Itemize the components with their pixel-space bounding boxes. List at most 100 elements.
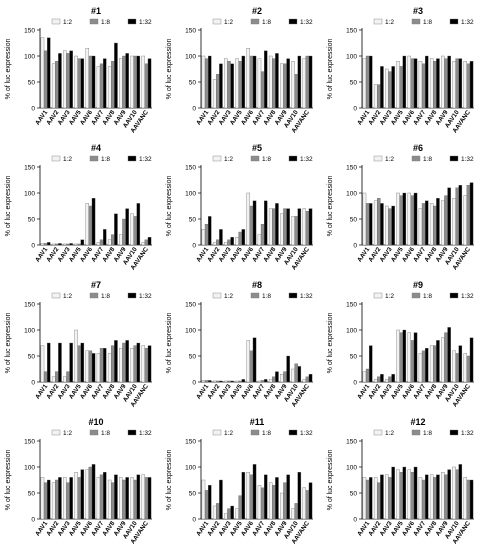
y-tick-label: 150 bbox=[346, 439, 357, 446]
legend-label: 1:8 bbox=[423, 156, 432, 163]
bar bbox=[114, 340, 118, 383]
bar bbox=[85, 469, 90, 520]
bar bbox=[458, 58, 463, 109]
bar bbox=[43, 243, 48, 246]
legend-label: 1:32 bbox=[461, 430, 474, 437]
bar bbox=[463, 477, 468, 520]
bar bbox=[227, 380, 231, 383]
bar bbox=[297, 472, 302, 520]
y-axis-label: % of luc expression bbox=[166, 313, 173, 374]
legend-label: 1:2 bbox=[385, 19, 394, 26]
bar bbox=[130, 348, 134, 383]
bar bbox=[80, 469, 85, 520]
chart-title: #8 bbox=[252, 280, 262, 290]
bar bbox=[294, 216, 298, 246]
bar bbox=[55, 243, 59, 246]
bar bbox=[88, 350, 93, 383]
legend-label: 1:2 bbox=[63, 293, 72, 300]
bar bbox=[396, 192, 400, 246]
bar bbox=[413, 192, 418, 246]
bar bbox=[291, 508, 295, 520]
bar bbox=[111, 234, 115, 246]
bar bbox=[391, 466, 395, 520]
bar bbox=[305, 55, 310, 109]
y-axis-label: % of luc expression bbox=[5, 176, 12, 237]
legend-label: 1:32 bbox=[461, 293, 474, 300]
bar bbox=[46, 242, 51, 246]
y-tick-label: 150 bbox=[24, 165, 35, 172]
bar bbox=[441, 55, 445, 109]
legend-label: 1:2 bbox=[224, 156, 233, 163]
y-tick-label: 100 bbox=[346, 191, 357, 198]
bar bbox=[133, 216, 137, 246]
bar bbox=[219, 63, 223, 109]
y-tick-label: 50 bbox=[189, 491, 197, 498]
y-tick-label: 150 bbox=[185, 165, 196, 172]
bar bbox=[111, 345, 115, 383]
bar bbox=[399, 195, 403, 246]
bar bbox=[418, 208, 423, 246]
bar bbox=[58, 53, 62, 109]
bar bbox=[441, 337, 445, 383]
bar bbox=[455, 353, 459, 383]
bar bbox=[365, 55, 370, 109]
legend-swatch bbox=[51, 429, 61, 436]
bar bbox=[69, 243, 73, 246]
bar bbox=[302, 208, 307, 246]
y-axis-label: % of luc expression bbox=[5, 450, 12, 511]
bar bbox=[305, 376, 310, 383]
bar bbox=[96, 353, 101, 383]
legend-swatch bbox=[51, 292, 61, 299]
bar bbox=[444, 58, 448, 109]
bar bbox=[365, 368, 370, 383]
legend-label: 1:8 bbox=[423, 19, 432, 26]
bar bbox=[58, 342, 62, 383]
bar bbox=[252, 464, 257, 520]
y-axis-label: % of luc expression bbox=[327, 313, 334, 374]
bar bbox=[230, 505, 234, 520]
legend-swatch bbox=[89, 292, 99, 299]
bar bbox=[362, 58, 367, 109]
legend-swatch bbox=[288, 155, 298, 162]
bar bbox=[144, 239, 149, 246]
bar bbox=[66, 243, 70, 246]
bar bbox=[294, 363, 298, 383]
legend-swatch bbox=[373, 292, 383, 299]
legend-label: 1:2 bbox=[63, 156, 72, 163]
bar bbox=[268, 55, 273, 109]
y-tick-label: 100 bbox=[346, 54, 357, 61]
legend-swatch bbox=[288, 429, 298, 436]
bar bbox=[88, 466, 93, 520]
legend-label: 1:8 bbox=[101, 156, 110, 163]
bar bbox=[469, 479, 474, 520]
bar bbox=[433, 205, 437, 246]
bar bbox=[436, 198, 440, 246]
bar bbox=[246, 192, 251, 246]
bar bbox=[275, 53, 279, 109]
bar bbox=[433, 477, 437, 520]
y-tick-label: 50 bbox=[28, 491, 36, 498]
bar bbox=[122, 218, 126, 246]
bar bbox=[463, 61, 468, 109]
bar bbox=[74, 55, 78, 109]
bar bbox=[238, 380, 242, 383]
bar bbox=[122, 479, 126, 520]
legend-swatch bbox=[212, 429, 222, 436]
bar bbox=[55, 371, 59, 383]
bar bbox=[362, 192, 367, 246]
legend-label: 1:32 bbox=[300, 430, 313, 437]
bar bbox=[444, 332, 448, 383]
bar bbox=[410, 340, 415, 383]
bar bbox=[51, 243, 56, 246]
bar bbox=[122, 55, 126, 109]
bar bbox=[268, 379, 273, 383]
legend-swatch bbox=[449, 292, 459, 299]
y-tick-label: 50 bbox=[350, 217, 358, 224]
bar bbox=[125, 477, 129, 520]
bar bbox=[402, 192, 407, 246]
bar bbox=[216, 380, 220, 383]
bar bbox=[308, 482, 313, 520]
legend-swatch bbox=[288, 18, 298, 25]
bar bbox=[207, 485, 212, 520]
y-tick-label: 150 bbox=[346, 165, 357, 172]
